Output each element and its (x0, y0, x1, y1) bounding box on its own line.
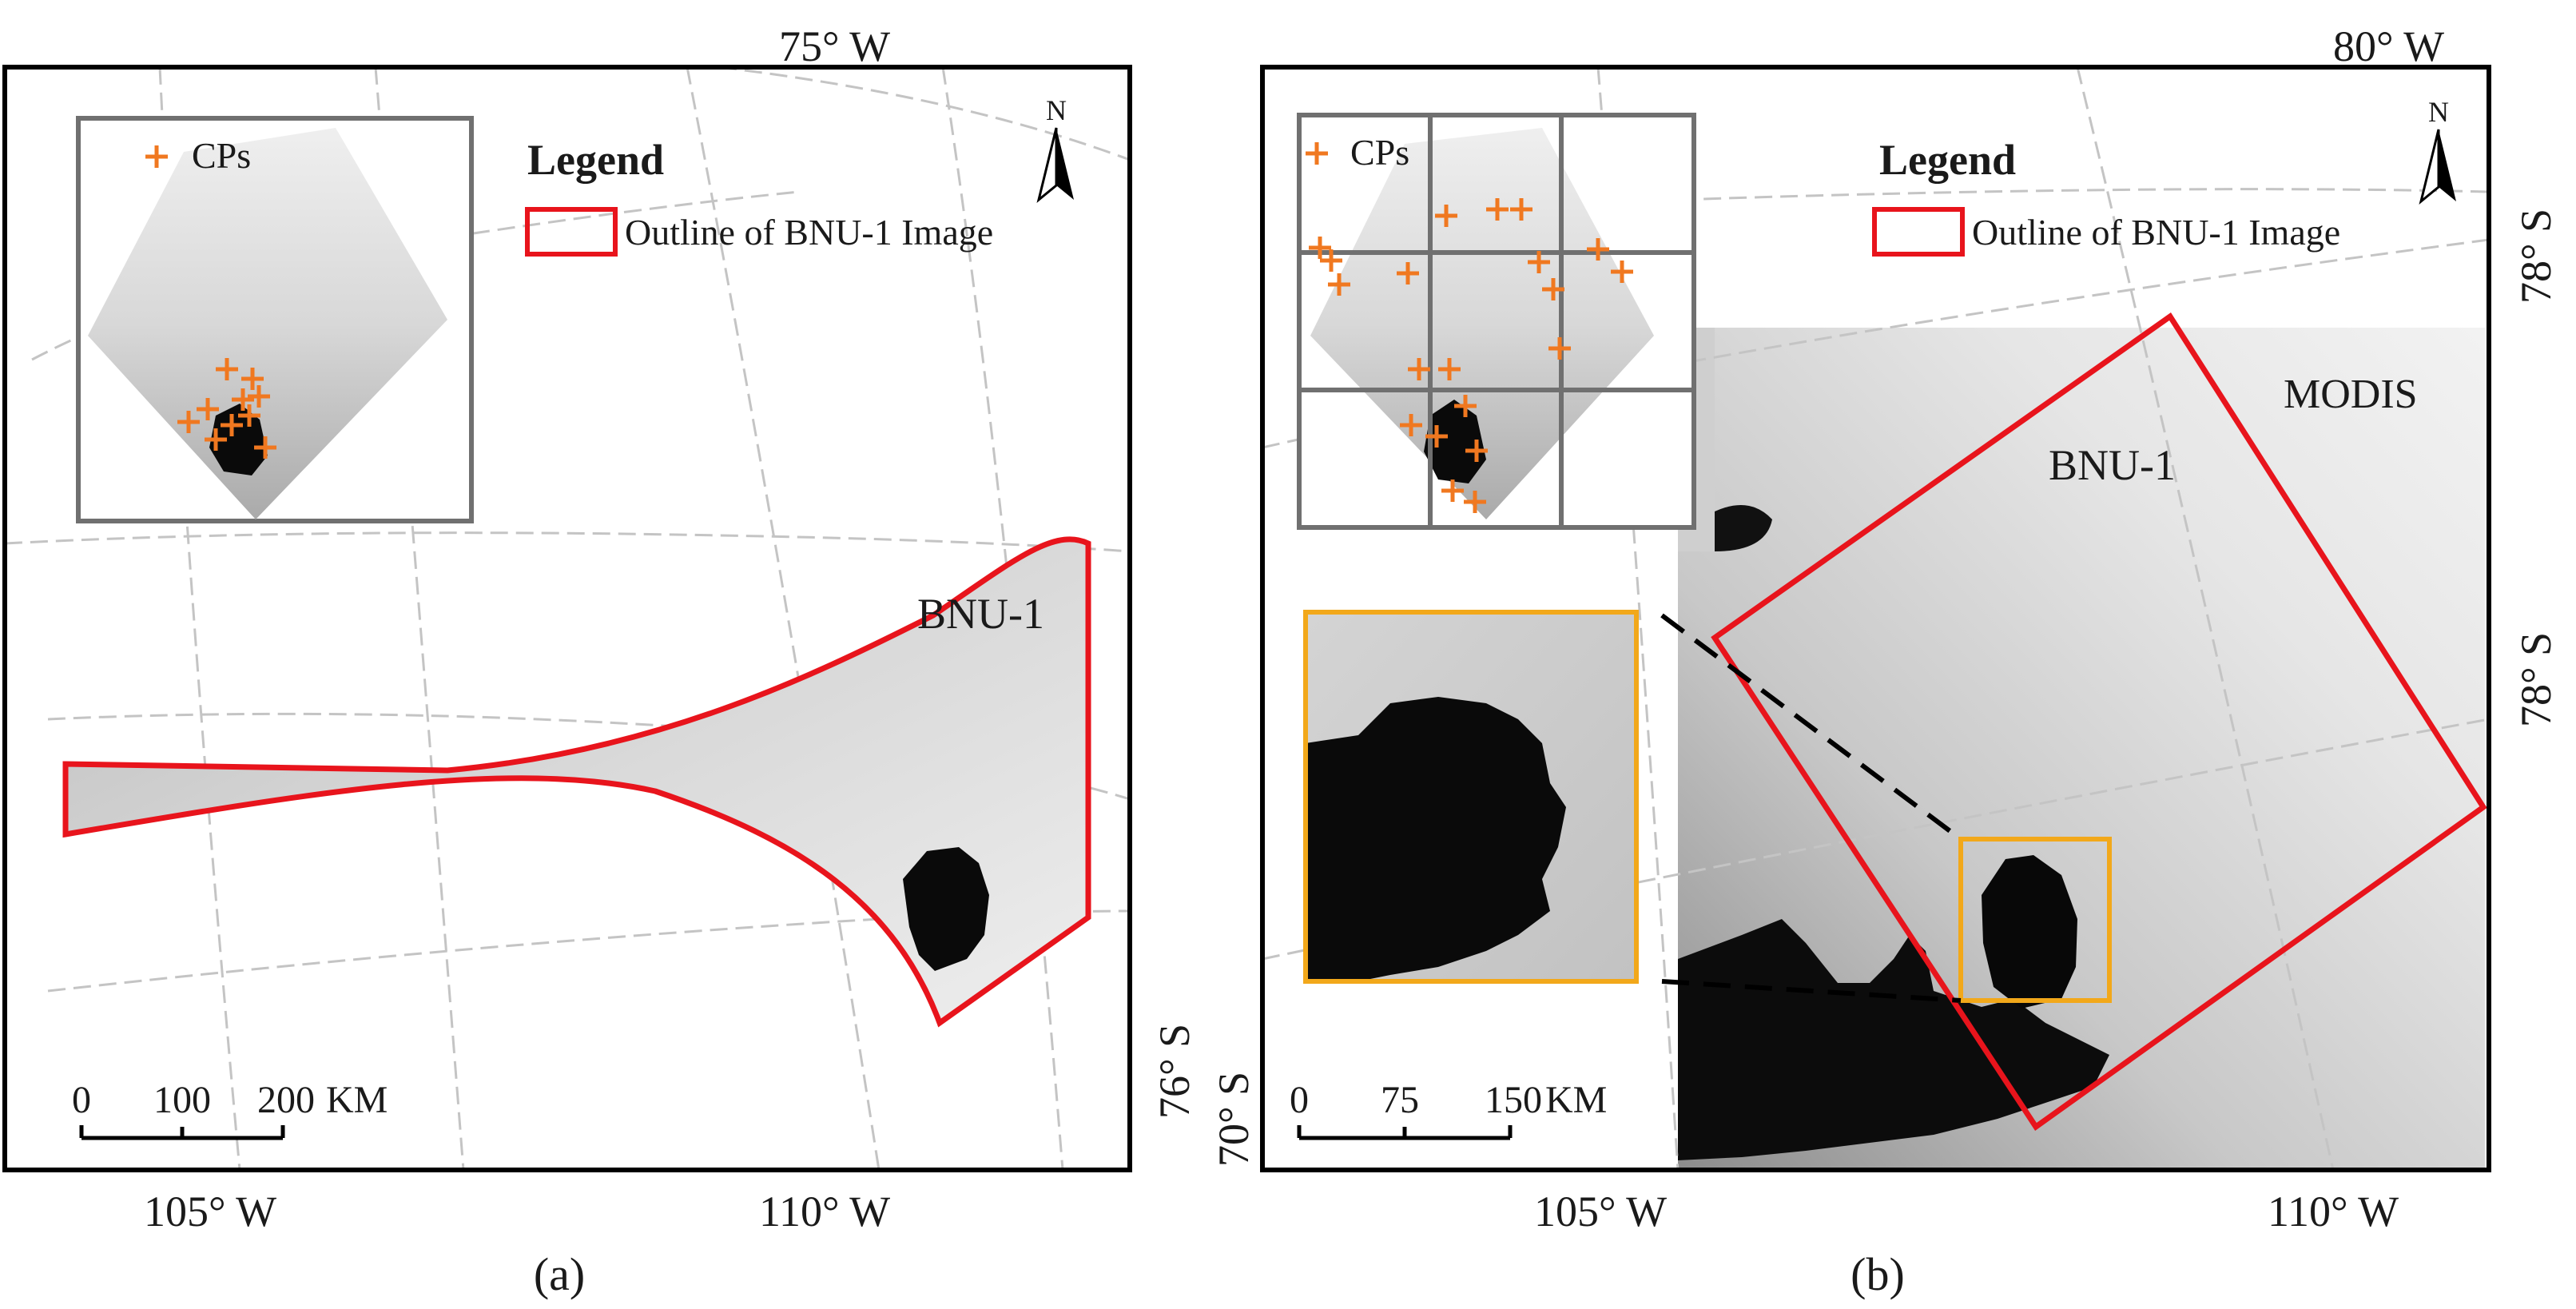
scale-tick-100: 100 (153, 1079, 211, 1121)
north-label-b: N (2428, 96, 2449, 128)
dark-lake-b (1982, 855, 2077, 1009)
coord-bottom-110-b: 110° W (2268, 1188, 2399, 1235)
legend-outline-label: Outline of BNU-1 Image (625, 212, 993, 253)
zoom-leader-bottom (1661, 979, 1962, 1003)
scale-b-tick-75: 75 (1381, 1079, 1419, 1121)
panel-b-frame (1260, 65, 2491, 1172)
legend-outline-swatch (525, 207, 618, 257)
dark-blob (1715, 505, 1772, 551)
inset-grid (1299, 115, 1694, 527)
zoom-detail-lake (1306, 697, 1566, 981)
panel-a-inset: CPs (76, 116, 474, 523)
scale-unit: KM (326, 1079, 388, 1121)
bnu1-image-footprint (62, 536, 1091, 1028)
scale-b-tick-0: 0 (1290, 1079, 1309, 1121)
scale-b-tick-150: 150 (1485, 1079, 1542, 1121)
coord-right-b-1: 78° S (2512, 209, 2560, 304)
legend-cp-marker-b (1306, 142, 1328, 165)
coord-top: 75° W (779, 22, 890, 70)
inset-cp-markers (177, 358, 276, 459)
north-arrow: N (1036, 94, 1074, 204)
north-arrow-b: N (2419, 96, 2456, 205)
legend-title: Legend (527, 136, 664, 184)
legend-outline-label-b: Outline of BNU-1 Image (1972, 212, 2340, 253)
legend-cp-marker (145, 145, 168, 168)
scale-bar-b: 0 75 150 KM (1290, 1079, 1607, 1140)
bnu1-label: BNU-1 (917, 590, 1044, 638)
coord-bottom-110: 110° W (759, 1188, 890, 1235)
zoom-detail-inset (1303, 610, 1639, 984)
inset-cp-markers-b (1309, 198, 1633, 513)
coord-top-b: 80° W (2333, 22, 2444, 70)
scale-bar: 0 100 200 KM (72, 1079, 388, 1140)
panel-b-inset: CPs (1297, 113, 1696, 530)
legend-cp-label: CPs (192, 135, 251, 176)
legend-outline-swatch-b (1872, 207, 1965, 257)
scale-tick-0: 0 (72, 1079, 91, 1121)
panel-a-frame (2, 65, 1132, 1172)
inset-image-footprint-b (1310, 128, 1654, 519)
coord-right: 76° S (1151, 1024, 1199, 1119)
inset-dark-lake (209, 404, 268, 475)
dark-water (1678, 919, 2109, 1160)
panel-a-graticule (5, 67, 1130, 1170)
panel-b: CPs Legend Outline of BNU-1 Image N MODI… (1210, 22, 2560, 1300)
coord-bottom-105-b: 105° W (1534, 1188, 1667, 1235)
inset-dark-lake-b (1424, 400, 1486, 483)
north-label: N (1046, 94, 1067, 126)
scale-b-unit: KM (1545, 1079, 1607, 1121)
legend-title-b: Legend (1879, 136, 2016, 184)
modis-image (1678, 328, 2485, 1170)
dark-lake (903, 847, 989, 971)
coord-right-b-2: 78° S (2512, 632, 2560, 727)
panel-a: CPs Legend Outline of BNU-1 Image N BNU-… (2, 22, 1199, 1300)
bnu1-outline (1711, 312, 2487, 1131)
modis-label: MODIS (2284, 372, 2418, 417)
panel-a-caption: (a) (534, 1248, 585, 1300)
zoom-leader-top (1660, 613, 1962, 842)
coord-left-b: 70° S (1210, 1072, 1258, 1167)
panel-b-caption: (b) (1851, 1248, 1905, 1300)
coord-bottom-105: 105° W (144, 1188, 276, 1235)
scale-tick-200: 200 (257, 1079, 315, 1121)
legend-cp-label-b: CPs (1350, 132, 1409, 173)
bnu1-label-b: BNU-1 (2049, 441, 2176, 489)
zoom-box (1958, 837, 2112, 1003)
